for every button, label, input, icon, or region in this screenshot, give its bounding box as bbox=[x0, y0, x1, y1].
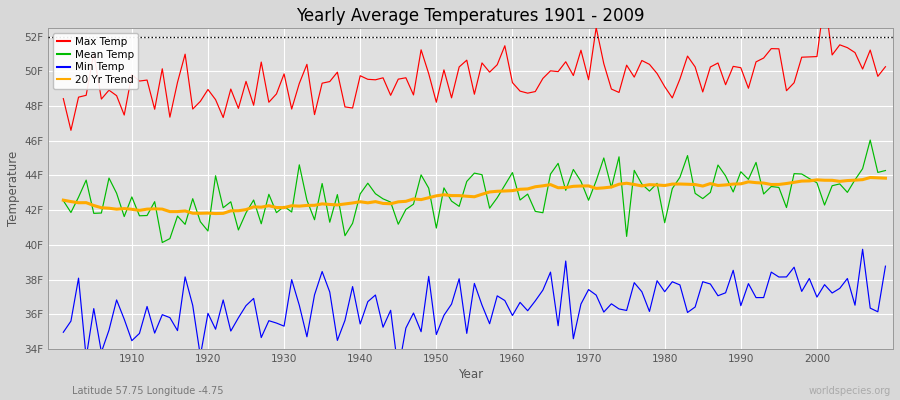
Text: worldspecies.org: worldspecies.org bbox=[809, 386, 891, 396]
Text: Latitude 57.75 Longitude -4.75: Latitude 57.75 Longitude -4.75 bbox=[72, 386, 223, 396]
X-axis label: Year: Year bbox=[458, 368, 483, 381]
Y-axis label: Temperature: Temperature bbox=[7, 151, 20, 226]
Title: Yearly Average Temperatures 1901 - 2009: Yearly Average Temperatures 1901 - 2009 bbox=[296, 7, 644, 25]
Legend: Max Temp, Mean Temp, Min Temp, 20 Yr Trend: Max Temp, Mean Temp, Min Temp, 20 Yr Tre… bbox=[53, 33, 139, 89]
